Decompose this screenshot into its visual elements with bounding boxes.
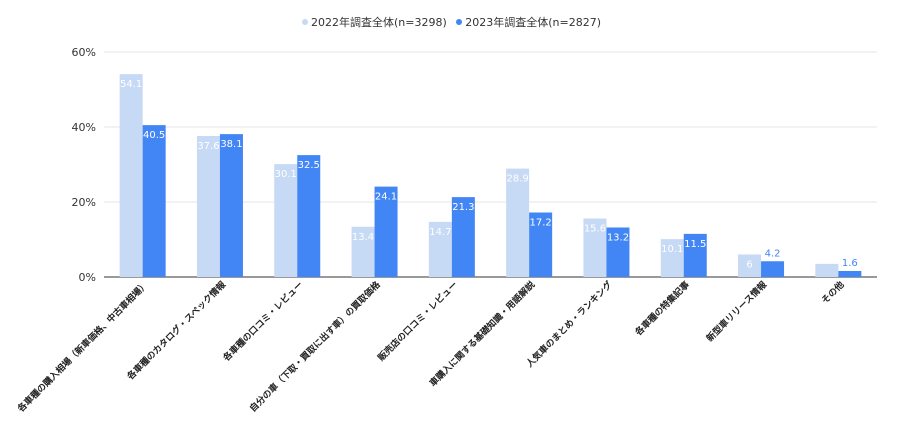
chart-legend: 2022年調査全体(n=3298) 2023年調査全体(n=2827): [0, 14, 903, 30]
data-label-2023: 1.6: [842, 258, 858, 269]
x-category-label: 各車種の特集記事: [632, 279, 692, 339]
bar-2023: [838, 271, 862, 277]
bar-2022: [428, 221, 452, 277]
bar-2022: [351, 226, 375, 277]
y-tick-label: 20%: [72, 196, 96, 209]
bar-2022: [738, 254, 762, 277]
data-label-2022: 15.6: [584, 224, 606, 235]
bar-2022: [815, 263, 839, 277]
data-label-2023: 38.1: [220, 139, 242, 150]
data-label-2023: 17.2: [530, 218, 552, 229]
data-label-2022: 10.1: [661, 244, 683, 255]
legend-label-2023: 2023年調査全体(n=2827): [465, 16, 602, 29]
data-label-2023: 32.5: [298, 160, 320, 171]
y-tick-label: 40%: [72, 121, 96, 134]
bar-2022: [274, 164, 298, 277]
bar-2023: [761, 261, 785, 277]
legend-swatch-2022: [301, 19, 308, 25]
data-label-2022: 28.9: [507, 174, 529, 185]
x-category-label: 新型車リリース情報: [704, 278, 770, 344]
bar-2022: [583, 218, 607, 277]
x-category-label: その他: [819, 279, 847, 307]
bar-2023: [219, 134, 243, 277]
data-label-2022: 6: [746, 260, 752, 271]
bar-2023: [606, 227, 630, 277]
bar-2023: [374, 186, 398, 277]
x-category-label: 販売店の口コミ・レビュー: [375, 279, 460, 364]
bar-2022: [506, 168, 530, 277]
data-label-2023: 11.5: [684, 239, 706, 250]
data-label-2022: 54.1: [120, 79, 142, 90]
x-category-label: 各車種の購入相場（新車価格、中古車相場）: [14, 279, 150, 415]
data-label-2022: 14.7: [429, 227, 451, 238]
data-label-2023: 40.5: [143, 130, 165, 141]
x-category-label: 各車種の口コミ・レビュー: [220, 279, 306, 365]
bar-2022: [119, 74, 143, 277]
x-category-label: 自分の車（下取・買取に出す車）の買取価格: [247, 278, 383, 414]
data-label-2022: 13.4: [352, 232, 374, 243]
legend-label-2022: 2022年調査全体(n=3298): [310, 16, 447, 29]
data-label-2022: 37.6: [197, 141, 219, 152]
bar-2022: [196, 136, 220, 277]
legend-swatch-2023: [456, 19, 463, 25]
bar-2023: [451, 197, 475, 277]
data-label-2023: 13.2: [607, 233, 629, 244]
bar-2023: [297, 155, 321, 277]
data-label-2023: 24.1: [375, 192, 397, 203]
bar-2023: [142, 125, 166, 277]
legend-item-2023: 2023年調査全体(n=2827): [456, 14, 601, 30]
data-label-2022: 30.1: [275, 169, 297, 180]
bar-2023: [529, 212, 553, 277]
bar-2022: [660, 239, 684, 277]
x-category-label: 人気車のまとめ・ランキング: [523, 279, 615, 371]
data-label-2023: 21.3: [452, 202, 474, 213]
data-label-2023: 4.2: [765, 248, 781, 259]
y-tick-label: 60%: [72, 46, 96, 59]
legend-item-2022: 2022年調査全体(n=3298): [301, 14, 447, 30]
y-tick-label: 0%: [79, 271, 96, 284]
bar-2023: [683, 233, 707, 277]
